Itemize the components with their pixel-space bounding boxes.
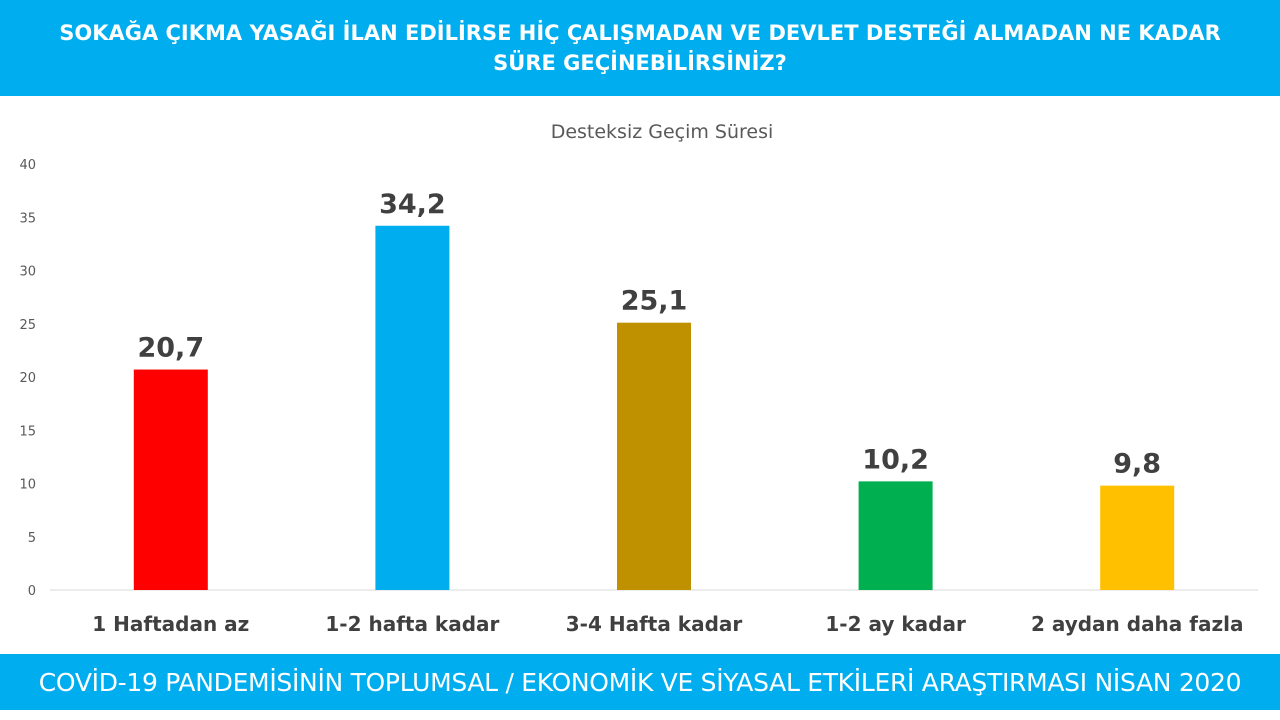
- category-label: 1 Haftadan az: [92, 612, 249, 636]
- footer-banner: COVİD-19 PANDEMİSİNİN TOPLUMSAL / EKONOM…: [0, 654, 1280, 710]
- bar: [1100, 485, 1175, 590]
- chart-title: Desteksiz Geçim Süresi: [551, 121, 774, 143]
- bar: [858, 481, 933, 590]
- y-tick-label: 30: [19, 265, 36, 280]
- y-tick-label: 35: [19, 211, 36, 226]
- footer-text: COVİD-19 PANDEMİSİNİN TOPLUMSAL / EKONOM…: [38, 667, 1242, 697]
- category-label: 1-2 ay kadar: [825, 612, 966, 636]
- y-tick-label: 25: [19, 318, 36, 333]
- data-label: 10,2: [862, 444, 929, 475]
- chart-area: Desteksiz Geçim Süresi 0 5 10 15 20 25 30 35 40 20…: [0, 96, 1280, 654]
- y-tick-label: 5: [28, 531, 36, 546]
- data-label: 34,2: [379, 189, 446, 220]
- data-label: 25,1: [621, 286, 688, 317]
- bar-chart: Desteksiz Geçim Süresi 0 5 10 15 20 25 30 35 40 20…: [19, 121, 1258, 636]
- data-label: 9,8: [1113, 449, 1161, 480]
- y-tick-label: 40: [19, 158, 36, 173]
- data-label: 20,7: [137, 333, 204, 364]
- y-tick-label: 20: [19, 371, 36, 386]
- category-label: 1-2 hafta kadar: [325, 612, 499, 636]
- category-label: 2 aydan daha fazla: [1031, 612, 1244, 636]
- bar: [617, 322, 691, 590]
- y-tick-label: 15: [19, 424, 36, 439]
- bar: [375, 225, 450, 590]
- y-tick-label: 0: [28, 584, 36, 599]
- page-title: SOKAĞA ÇIKMA YASAĞI İLAN EDİLİRSE HİÇ ÇA…: [59, 21, 1221, 75]
- category-label: 3-4 Hafta kadar: [566, 612, 743, 636]
- bar: [133, 369, 208, 590]
- y-tick-label: 10: [19, 478, 36, 493]
- title-banner: SOKAĞA ÇIKMA YASAĞI İLAN EDİLİRSE HİÇ ÇA…: [0, 0, 1280, 96]
